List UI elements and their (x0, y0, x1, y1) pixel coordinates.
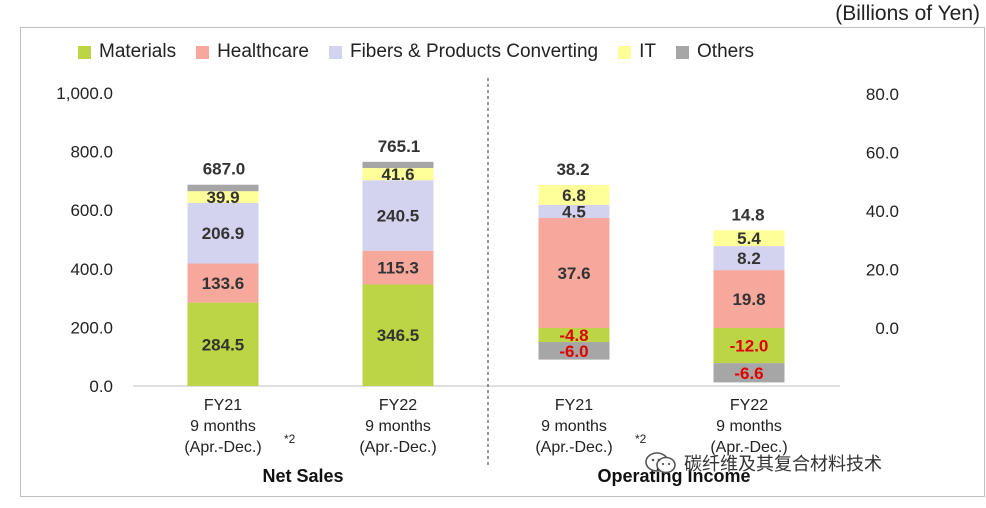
watermark: 碳纤维及其复合材料技术 (644, 450, 882, 476)
legend-swatch (676, 45, 690, 59)
legend-item: Fibers & Products Converting (328, 41, 599, 63)
category-label: 9 months (190, 418, 256, 435)
bar-segment (187, 184, 259, 192)
bar-segment (538, 204, 610, 219)
right-tick-label: 60.0 (866, 144, 899, 163)
bar-segment (713, 270, 785, 328)
data-label: -12.0 (730, 337, 769, 356)
bar-segment (713, 230, 785, 247)
right-tick-label: 40.0 (866, 202, 899, 221)
legend-item: Healthcare (196, 41, 309, 63)
total-label: 38.2 (556, 160, 589, 179)
legend-item: Materials (78, 41, 176, 63)
bar-segment (362, 180, 434, 251)
left-tick-label: 1,000.0 (56, 84, 113, 103)
footnote-marker: *2 (284, 432, 296, 446)
left-tick-label: 200.0 (70, 318, 113, 337)
bar-segment (538, 184, 610, 205)
data-label: 6.8 (562, 186, 586, 205)
bar-segment (713, 328, 785, 364)
data-label: 284.5 (202, 335, 245, 354)
bar-segment (362, 284, 434, 386)
bar-segment (362, 161, 434, 169)
category-label: FY21 (555, 397, 593, 414)
right-tick-label: 20.0 (866, 261, 899, 280)
data-label: 41.6 (381, 165, 414, 184)
bar-segment (362, 250, 434, 285)
data-label: 346.5 (377, 326, 420, 345)
category-label: 9 months (716, 418, 782, 435)
data-label: 133.6 (202, 274, 245, 293)
data-label: 240.5 (377, 206, 420, 225)
watermark-text: 碳纤维及其复合材料技术 (684, 454, 882, 475)
category-label: FY22 (379, 397, 417, 414)
bar-segment (187, 263, 259, 303)
bar-segment (713, 363, 785, 383)
bar-segment (538, 342, 610, 360)
data-label: 4.5 (562, 202, 586, 221)
bar-segment (187, 202, 259, 264)
data-label: 5.4 (737, 229, 761, 248)
bar-segment (538, 218, 610, 328)
legend-label: Fibers & Products Converting (349, 41, 599, 62)
legend-label: Healthcare (217, 41, 309, 62)
total-label: 687.0 (203, 160, 246, 179)
data-label: 39.9 (206, 188, 239, 207)
total-label: 765.1 (378, 137, 421, 156)
wechat-icon (645, 452, 676, 474)
category-label: FY22 (730, 397, 768, 414)
legend-swatch (78, 45, 91, 59)
category-label: (Apr.-Dec.) (359, 439, 436, 456)
unit-label: (Billions of Yen) (835, 2, 980, 25)
data-label: 115.3 (377, 259, 419, 278)
bar-segment (713, 246, 785, 271)
data-label: -4.8 (559, 326, 588, 345)
bar-segment (187, 191, 259, 203)
bar-segment (187, 302, 259, 386)
category-label: 9 months (365, 418, 431, 435)
legend-swatch (196, 45, 210, 59)
category-label: (Apr.-Dec.) (710, 439, 787, 456)
category-label: FY21 (204, 397, 242, 414)
legend-label: Materials (99, 41, 177, 62)
group-title: Operating Income (597, 466, 750, 486)
data-label: 37.6 (557, 264, 590, 283)
category-label: (Apr.-Dec.) (535, 439, 612, 456)
legend-swatch (328, 45, 342, 59)
legend-label: IT (639, 41, 657, 62)
chart-frame (20, 27, 985, 497)
category-label: (Apr.-Dec.) (184, 439, 261, 456)
group-title: Net Sales (262, 466, 343, 486)
right-tick-label: 80.0 (866, 85, 899, 104)
legend-swatch (618, 45, 632, 59)
bar-segment (538, 328, 610, 343)
legend-item: Others (676, 41, 754, 63)
legend: Materials Healthcare Fibers & Products Con… (78, 41, 774, 63)
left-tick-label: 0.0 (89, 377, 113, 396)
left-tick-label: 400.0 (70, 260, 113, 279)
footnote-marker: *2 (635, 432, 647, 446)
data-label: -6.6 (734, 364, 763, 383)
left-tick-label: 600.0 (70, 201, 113, 220)
data-label: -6.0 (559, 342, 588, 361)
category-label: 9 months (541, 418, 607, 435)
total-label: 14.8 (731, 205, 764, 224)
legend-item: IT (618, 41, 656, 63)
right-tick-label: 0.0 (875, 319, 899, 338)
data-label: 19.8 (732, 290, 765, 309)
data-label: 8.2 (737, 249, 761, 268)
data-label: 206.9 (202, 224, 245, 243)
bar-segment (362, 168, 434, 181)
left-tick-label: 800.0 (70, 143, 113, 162)
legend-label: Others (697, 41, 755, 62)
